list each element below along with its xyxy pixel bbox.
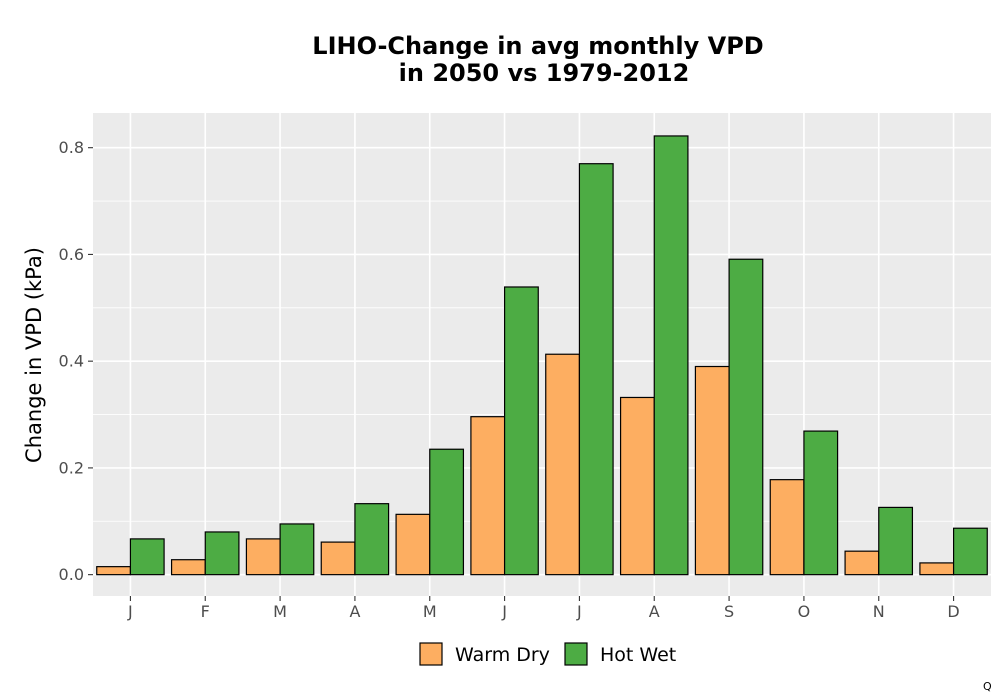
y-tick-label: 0.6 [59, 245, 84, 264]
bar-warm-dry-7 [545, 353, 581, 576]
y-tick-label: 0.2 [59, 458, 84, 477]
plot-panel [93, 113, 991, 596]
x-tick-label: S [724, 602, 734, 621]
bar-warm-dry-2 [170, 559, 206, 576]
bar-hot-wet-9 [728, 258, 764, 576]
x-tick-label: J [576, 602, 582, 621]
bar-hot-wet-6 [503, 286, 539, 576]
bars [96, 135, 988, 576]
bar-hot-wet-8 [653, 135, 689, 576]
x-tick-label: M [423, 602, 437, 621]
x-tick-label: A [649, 602, 660, 621]
legend: Warm Dry Hot Wet [419, 642, 676, 666]
bar-warm-dry-9 [694, 365, 730, 576]
y-tick-label: 0.0 [59, 565, 84, 584]
bar-warm-dry-3 [245, 538, 281, 576]
bar-hot-wet-7 [578, 163, 614, 576]
bar-hot-wet-1 [129, 538, 165, 576]
x-tick-label: M [273, 602, 287, 621]
bar-warm-dry-8 [619, 396, 655, 576]
bar-hot-wet-5 [429, 448, 465, 576]
bar-hot-wet-3 [279, 523, 315, 576]
y-tick-label: 0.8 [59, 138, 84, 157]
legend-swatch-hot-wet [564, 642, 588, 666]
bar-warm-dry-10 [769, 479, 805, 576]
bar-warm-dry-12 [919, 562, 955, 576]
bar-warm-dry-11 [844, 550, 880, 576]
x-tick-label: D [947, 602, 959, 621]
x-tick-label: O [798, 602, 811, 621]
bar-warm-dry-4 [320, 541, 356, 576]
bar-hot-wet-4 [354, 503, 390, 576]
bar-warm-dry-6 [470, 416, 506, 576]
x-tick-label: A [349, 602, 360, 621]
x-tick-label: F [201, 602, 210, 621]
bar-hot-wet-2 [204, 531, 240, 576]
bar-hot-wet-11 [878, 506, 914, 576]
y-tick-label: 0.4 [59, 352, 84, 371]
bar-warm-dry-1 [96, 566, 132, 576]
corner-mark: Q [983, 680, 992, 693]
chart-title-line-1: LIHO-Change in avg monthly VPD [312, 32, 763, 60]
x-tick-label: J [501, 602, 507, 621]
legend-swatch-warm-dry [419, 642, 443, 666]
chart-title-line-2: in 2050 vs 1979-2012 [399, 59, 690, 87]
bar-warm-dry-5 [395, 513, 431, 576]
x-tick-label: J [127, 602, 133, 621]
legend-label-hot-wet: Hot Wet [600, 644, 676, 666]
x-tick-label: N [873, 602, 885, 621]
y-axis-label: Change in VPD (kPa) [22, 247, 46, 463]
y-axis: 0.0 0.2 0.4 0.6 0.8 [59, 138, 93, 584]
bar-hot-wet-12 [952, 527, 988, 576]
bar-hot-wet-10 [803, 430, 839, 576]
legend-label-warm-dry: Warm Dry [455, 644, 550, 666]
